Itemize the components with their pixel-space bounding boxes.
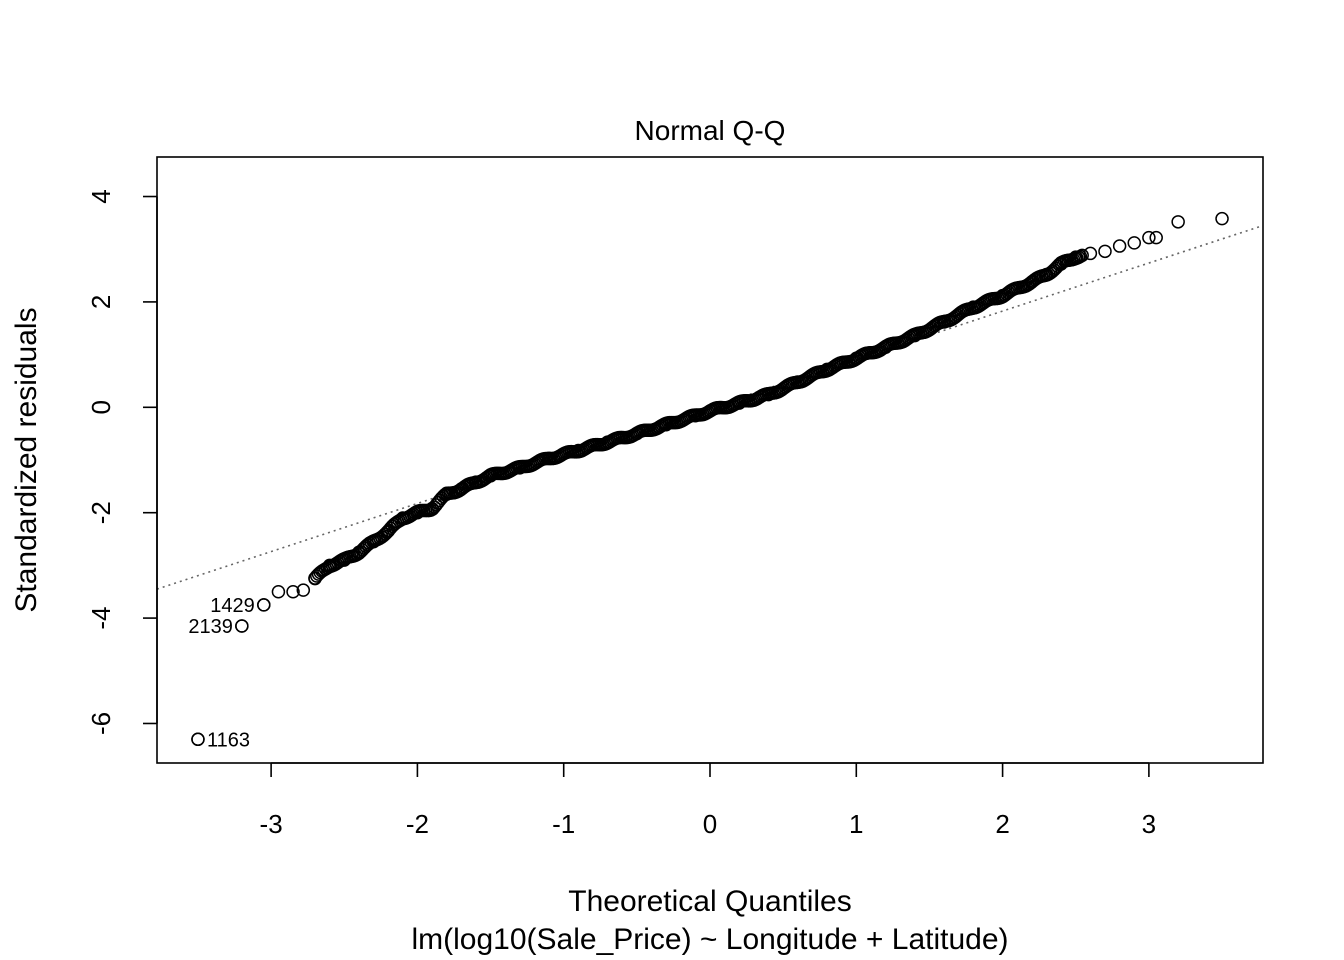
x-tick-label: 0 [703,809,717,839]
data-point [1098,244,1112,259]
x-tick-label: 3 [1142,809,1156,839]
y-tick-label: 4 [86,189,116,203]
data-point [1215,211,1229,226]
y-axis-title: Standardized residuals [10,307,43,612]
data-point [1112,239,1127,253]
outlier-label: 1429 [210,595,255,617]
y-tick-label: 2 [86,295,116,309]
outlier-point [235,619,249,633]
data-point [1171,215,1185,229]
data-points [191,211,1229,747]
chart-title: Normal Q-Q [635,115,786,146]
data-point [1127,236,1142,250]
data-point [1083,246,1098,261]
data-point [1075,248,1089,263]
outlier-point [257,598,271,612]
y-tick-label: 0 [86,400,116,414]
data-point [271,584,286,599]
data-point [286,584,300,599]
x-axis: -3 -2 -1 0 1 2 3 [260,762,1156,839]
outlier-point [191,732,205,747]
x-tick-label: -3 [260,809,283,839]
x-axis-title: Theoretical Quantiles [568,885,851,918]
x-tick-label: -2 [406,809,429,839]
y-tick-label: -6 [86,712,116,735]
y-tick-label: -2 [86,501,116,524]
data-point [1149,230,1163,245]
y-tick-label: -4 [86,607,116,630]
x-tick-label: -1 [552,809,575,839]
x-axis-subtitle: lm(log10(Sale_Price) ~ Longitude + Latit… [411,923,1008,956]
data-point [296,583,311,597]
outlier-label: 1163 [207,729,250,751]
x-tick-label: 1 [849,809,863,839]
outlier-label: 2139 [188,616,233,638]
x-tick-label: 2 [995,809,1009,839]
plot-frame [156,156,1264,764]
data-point [1142,230,1156,245]
y-axis: -6 -4 -2 0 2 4 [86,189,158,735]
